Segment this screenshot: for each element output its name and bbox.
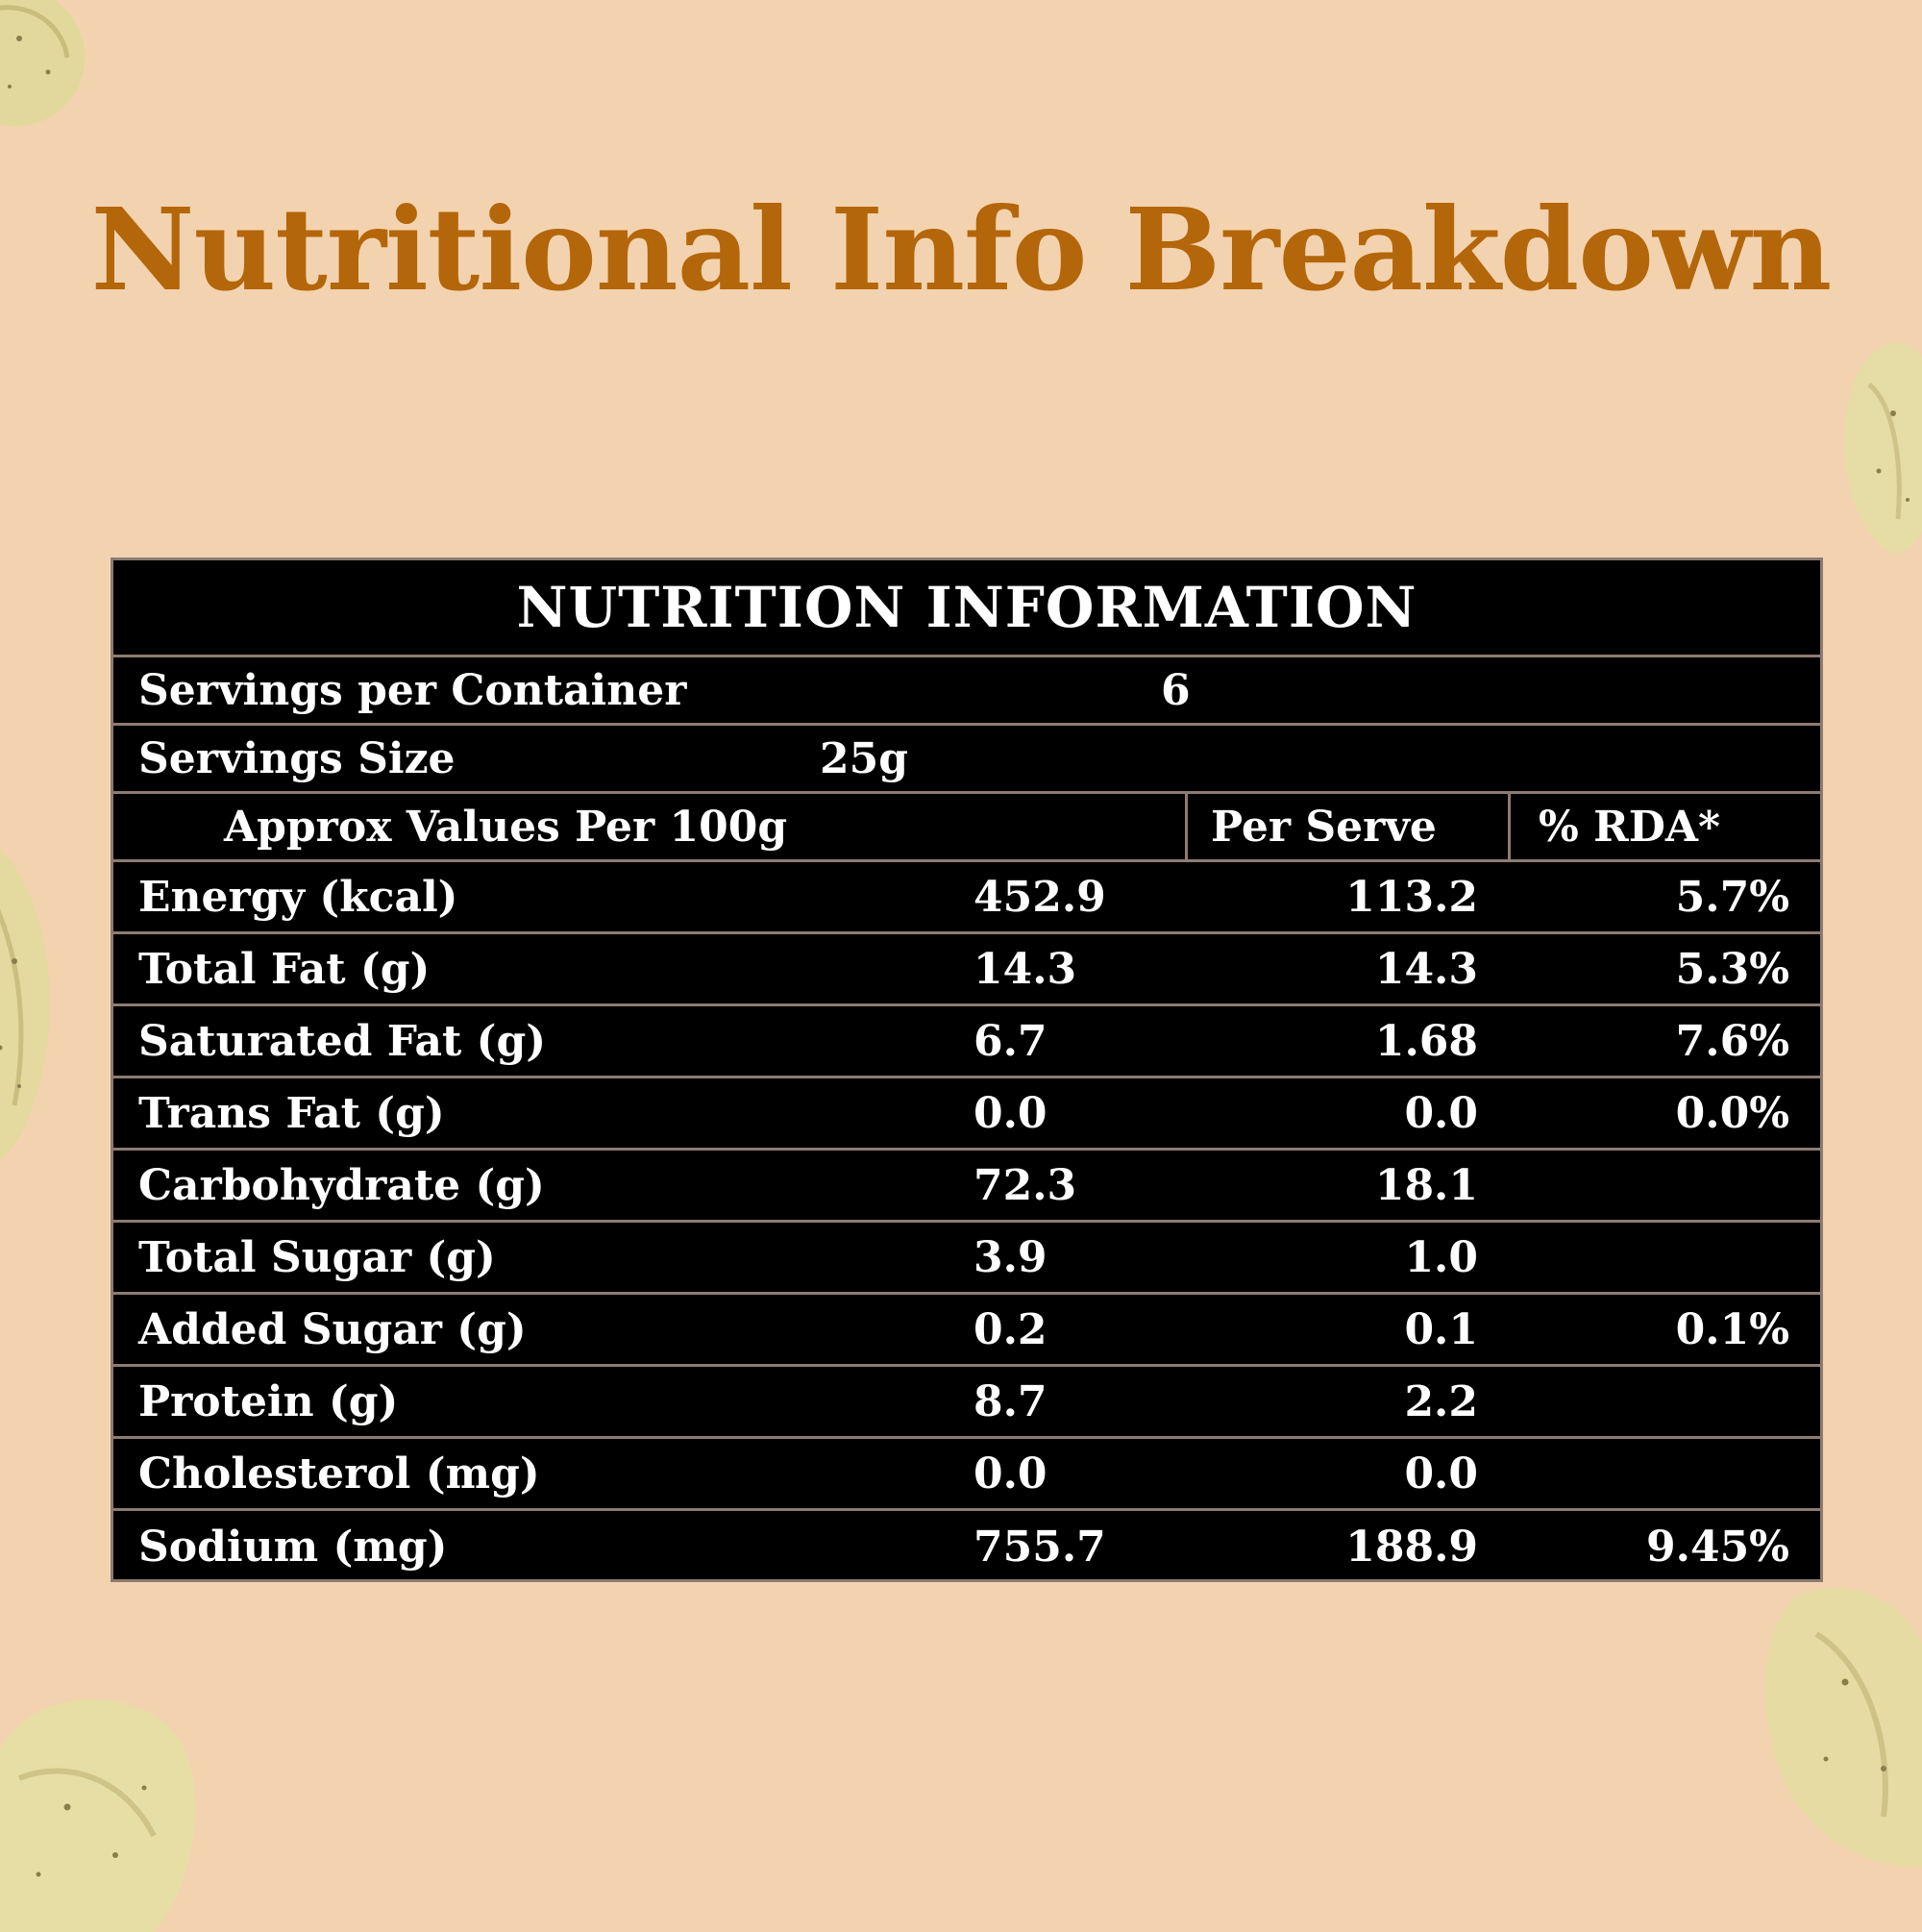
value-rda: 5.3% xyxy=(1675,944,1789,994)
value-per-serve: 1.68 xyxy=(1374,1016,1478,1066)
column-divider xyxy=(1508,794,1511,859)
nutrient-name: Protein (g) xyxy=(138,1376,399,1426)
value-per-serve: 2.2 xyxy=(1404,1376,1478,1426)
column-header-per-serve: Per Serve xyxy=(1211,802,1437,852)
value-rda: 5.7% xyxy=(1675,872,1789,922)
value-per-serve: 0.0 xyxy=(1404,1449,1478,1499)
value-rda: 0.0% xyxy=(1675,1088,1789,1138)
nutrient-row: Added Sugar (g) 0.2 0.1 0.1% xyxy=(113,1292,1820,1364)
nutrient-name: Sodium (mg) xyxy=(138,1522,448,1572)
value-rda: 9.45% xyxy=(1646,1522,1789,1572)
nutrient-row: Trans Fat (g) 0.0 0.0 0.0% xyxy=(113,1076,1820,1148)
value-per-serve: 1.0 xyxy=(1404,1232,1478,1282)
value-rda: 7.6% xyxy=(1675,1016,1789,1066)
nutrient-row: Sodium (mg) 755.7 188.9 9.45% xyxy=(113,1508,1820,1582)
value-per-100g: 452.9 xyxy=(973,872,1106,922)
column-header-rda: % RDA* xyxy=(1539,802,1720,852)
nutrient-row: Total Sugar (g) 3.9 1.0 xyxy=(113,1220,1820,1292)
value-per-100g: 8.7 xyxy=(973,1376,1047,1426)
value-per-serve: 14.3 xyxy=(1374,944,1478,994)
nutrient-row: Carbohydrate (g) 72.3 18.1 xyxy=(113,1148,1820,1220)
servings-per-container-row: Servings per Container 6 xyxy=(113,655,1820,723)
panel-heading: NUTRITION INFORMATION xyxy=(516,575,1417,640)
value-per-serve: 18.1 xyxy=(1374,1160,1478,1210)
serving-size-label: Servings Size xyxy=(138,733,456,783)
nutrient-name: Saturated Fat (g) xyxy=(138,1016,547,1066)
nutrient-name: Cholesterol (mg) xyxy=(138,1449,540,1499)
nutrient-name: Energy (kcal) xyxy=(138,872,458,922)
chip-image-top-left xyxy=(0,0,86,127)
serving-size-value: 25g xyxy=(820,733,908,783)
value-per-100g: 72.3 xyxy=(973,1160,1077,1210)
chip-image-left-middle xyxy=(0,849,50,1160)
column-header-row: Approx Values Per 100g Per Serve % RDA* xyxy=(113,791,1820,859)
value-rda: 0.1% xyxy=(1675,1304,1789,1354)
chip-image-bottom-right xyxy=(1764,1588,1922,1867)
value-per-100g: 6.7 xyxy=(973,1016,1047,1066)
servings-per-container-value: 6 xyxy=(1161,665,1191,715)
nutrient-row: Cholesterol (mg) 0.0 0.0 xyxy=(113,1436,1820,1508)
nutrient-name: Total Sugar (g) xyxy=(138,1232,496,1282)
value-per-100g: 0.0 xyxy=(973,1449,1047,1499)
nutrient-row: Total Fat (g) 14.3 14.3 5.3% xyxy=(113,931,1820,1003)
column-header-basis: Approx Values Per 100g xyxy=(224,802,788,852)
value-per-serve: 188.9 xyxy=(1345,1522,1478,1572)
nutrition-panel: NUTRITION INFORMATION Servings per Conta… xyxy=(111,557,1823,1582)
value-per-100g: 3.9 xyxy=(973,1232,1047,1282)
value-per-100g: 0.2 xyxy=(973,1304,1047,1354)
value-per-100g: 14.3 xyxy=(973,944,1077,994)
nutrient-name: Total Fat (g) xyxy=(138,944,431,994)
column-divider xyxy=(1185,794,1188,859)
value-per-serve: 113.2 xyxy=(1345,872,1478,922)
value-per-serve: 0.0 xyxy=(1404,1088,1478,1138)
serving-size-row: Servings Size 25g xyxy=(113,723,1820,791)
servings-per-container-label: Servings per Container xyxy=(138,665,687,715)
nutrient-row: Energy (kcal) 452.9 113.2 5.7% xyxy=(113,859,1820,931)
value-per-serve: 0.1 xyxy=(1404,1304,1478,1354)
value-per-100g: 755.7 xyxy=(973,1522,1106,1572)
nutrient-row: Saturated Fat (g) 6.7 1.68 7.6% xyxy=(113,1003,1820,1076)
nutrient-name: Trans Fat (g) xyxy=(138,1088,445,1138)
chip-image-bottom-left xyxy=(0,1698,196,1932)
value-per-100g: 0.0 xyxy=(973,1088,1047,1138)
chip-image-right-top xyxy=(1844,342,1922,554)
nutrient-name: Carbohydrate (g) xyxy=(138,1160,545,1210)
nutrient-row: Protein (g) 8.7 2.2 xyxy=(113,1364,1820,1436)
page-title: Nutritional Info Breakdown xyxy=(90,183,1833,316)
nutrient-name: Added Sugar (g) xyxy=(138,1304,527,1354)
